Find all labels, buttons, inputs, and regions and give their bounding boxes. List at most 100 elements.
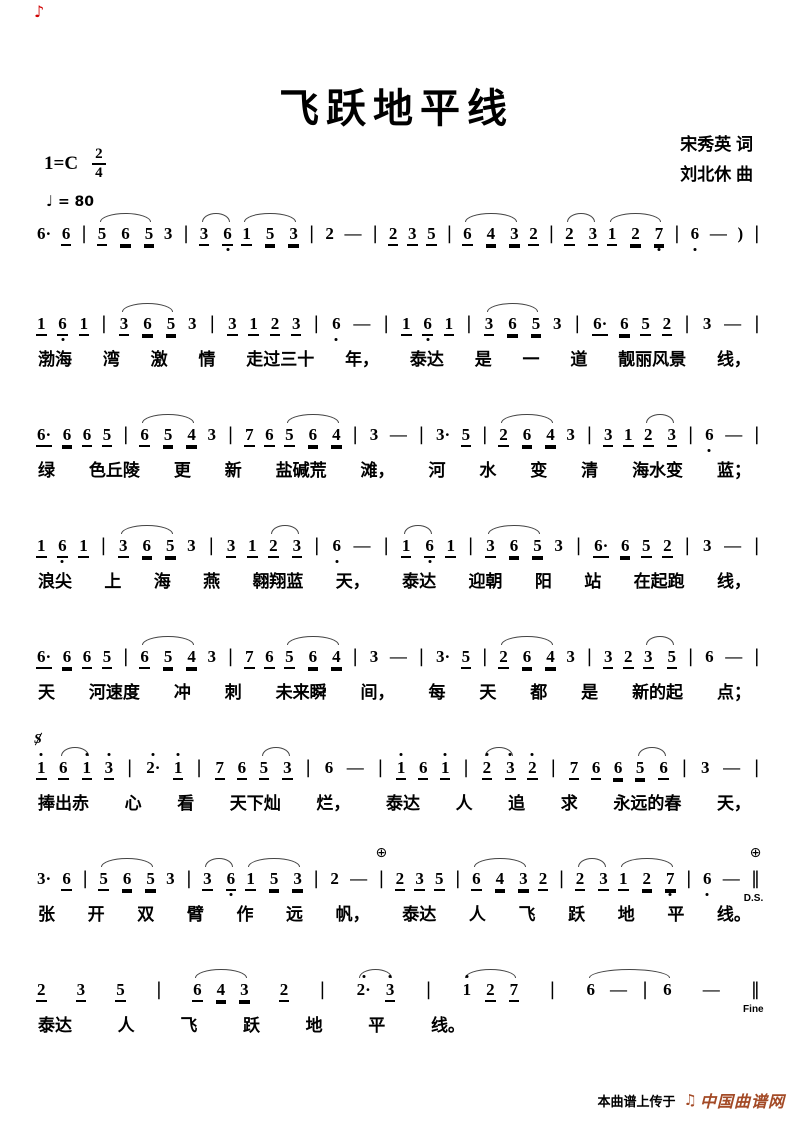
note: 2 xyxy=(37,980,46,999)
notes-row: 2 3 5 | 6 4 3 2 | 2· 3 | 1 2 7 | 6— | 6— ‖ Fine xyxy=(30,962,765,1016)
lyric-syllable: 泰达 xyxy=(402,905,437,924)
note: 5 xyxy=(269,869,279,888)
music-system: 3· 6 | 5 6 5 3 | 3 6 1 5 3 | 2— | ⊕ 2 3 5 | 6 4 3 2 | 2 3 1 2 7 | 6— ‖ ⊕ D.… xyxy=(30,845,765,925)
note: 3 xyxy=(519,869,528,888)
note: 3 xyxy=(566,647,575,666)
note: 6 xyxy=(522,647,532,666)
note: 6 xyxy=(308,647,318,666)
fine-label: Fine xyxy=(743,1004,764,1015)
music-system: 6· 6 6 5 | 6 5 4 3 | 7 6 5 6 4 | 3— | 3· 5 | 2 6 4 3 | 3 1 2 3 | 6— | 绿色丘… xyxy=(30,407,765,481)
lyrics-row: 天 河速度 冲 刺 未来瞬 间， 每 天 都 是 新的起 点； xyxy=(30,675,765,703)
note: 6 xyxy=(663,980,672,999)
note: 5 xyxy=(461,425,471,444)
note: 4 xyxy=(187,425,196,444)
note: 6 xyxy=(265,647,274,666)
note: 5 xyxy=(461,647,471,666)
lyric-syllable: 地 xyxy=(305,1016,323,1035)
barline: | xyxy=(100,313,107,334)
coda-icon: ⊕ xyxy=(375,845,388,861)
note: 6 xyxy=(58,536,67,555)
note: 5 xyxy=(102,647,112,666)
note: 6 xyxy=(140,425,149,444)
lyrics-row: 捧出赤 心 看 天下灿 烂， 泰达 人 追 求 永远的春 天， xyxy=(30,786,765,814)
music-system: 6· 6 | 5 6 5 3 | 3 6 1 5 3 | 2— | 2 3 5 | 6 4 3 2 | 2 3 1 2 7 | 6—) | xyxy=(30,206,765,252)
note: 1 xyxy=(37,536,46,555)
site-logo: ♫ 中国曲谱网 xyxy=(684,1088,785,1112)
note: 3· xyxy=(37,869,52,888)
duration-dash: — xyxy=(724,536,742,555)
note: 2 xyxy=(388,224,398,243)
music-system: 1 6 1 | 3 6 5 3 | 3 1 2 3 | 6— | 1 6 1 | 3 6 5 3 | 6· 6 5 2 | 3— | 渤海湾激情… xyxy=(30,296,765,370)
final-barline: ‖ ⊕ D.S. xyxy=(743,845,764,904)
note: 3 xyxy=(510,224,519,243)
barline: | xyxy=(100,535,107,556)
barline: | xyxy=(549,979,556,1000)
lyric-syllable: 人 xyxy=(455,794,473,813)
note: 5 xyxy=(259,758,269,777)
note: 2 xyxy=(499,425,508,444)
lyric-syllable: 间， xyxy=(360,683,395,702)
lyrics-row: 浪尖 上 海 燕 翱翔蓝 天， 泰达 迎朝 阳 站 在起跑 线， xyxy=(30,564,765,592)
lyric-syllable: 跃 xyxy=(242,1016,260,1035)
note: 6 xyxy=(620,314,629,333)
lyricist-credit: 宋秀英 词 xyxy=(680,135,753,154)
note: 6 xyxy=(82,425,92,444)
lyric-syllable: 新的起 xyxy=(632,683,684,702)
slur-group: 2· 3 xyxy=(356,969,396,1000)
note: 5 xyxy=(166,536,175,555)
note: 4 xyxy=(486,224,496,243)
barline: | xyxy=(467,535,474,556)
note: 3 xyxy=(228,314,237,333)
lyric-syllable: 年， xyxy=(345,350,380,369)
note: 5 xyxy=(163,647,173,666)
note: 7 xyxy=(245,425,254,444)
barline: | xyxy=(454,868,461,889)
notes-row: 6· 6 6 5 | 6 5 4 3 | 7 6 5 6 4 | 3— | 3· 5 | 2 6 4 3 | 3 2 3 5 | 6— | xyxy=(30,629,765,675)
music-system: 2 3 5 | 6 4 3 2 | 2· 3 | 1 2 7 | 6— | 6— ‖ Fine 泰达人飞跃地平线。 xyxy=(30,962,765,1036)
note: 2 xyxy=(270,314,280,333)
note: 1 xyxy=(619,869,628,888)
note: 1 xyxy=(440,758,450,777)
barline: | xyxy=(575,535,582,556)
lyric-syllable: 烂， xyxy=(316,794,351,813)
note: 1 xyxy=(248,536,257,555)
note: 3 xyxy=(289,224,298,243)
barline: | xyxy=(753,223,760,244)
note: 4 xyxy=(216,980,226,999)
note: 6 xyxy=(690,224,700,243)
lyric-syllable: 海 xyxy=(153,572,171,591)
note: 4 xyxy=(546,647,555,666)
barline: | xyxy=(586,646,593,667)
lyric-syllable: 泰达 xyxy=(385,794,420,813)
note: 3 xyxy=(566,425,575,444)
barline: | xyxy=(687,646,694,667)
note: 3 xyxy=(603,647,613,666)
final-barline: ‖ Fine xyxy=(743,979,764,1016)
note: 3· xyxy=(435,425,451,444)
note: 6 xyxy=(82,647,92,666)
note: 6 xyxy=(591,758,601,777)
lyric-syllable: 浪尖 xyxy=(38,572,72,591)
note: 2 xyxy=(486,980,495,999)
barline: | xyxy=(683,313,691,334)
note: 7 xyxy=(569,758,579,777)
lyric-syllable: 蓝； xyxy=(716,461,751,480)
tempo-marking: ♩ = 80 xyxy=(46,192,94,210)
barline: | xyxy=(481,646,488,667)
note: 6 xyxy=(62,869,71,888)
note: 3 xyxy=(104,758,114,777)
notes-row: 6· 6 | 5 6 5 3 | 3 6 1 5 3 | 2— | 2 3 5 | 6 4 3 2 | 2 3 1 2 7 | 6—) | xyxy=(30,206,765,252)
barline: | xyxy=(425,979,432,1000)
lyric-syllable: 看 xyxy=(177,794,195,813)
red-note-icon: ♪ xyxy=(34,2,45,21)
note: 3 xyxy=(187,536,196,555)
lyric-syllable: 滩， xyxy=(360,461,395,480)
note: 6 xyxy=(59,758,68,777)
